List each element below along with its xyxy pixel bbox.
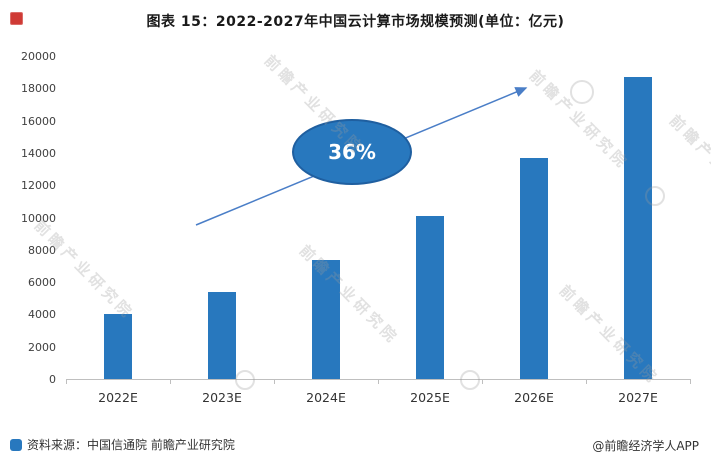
x-axis-tick [482, 379, 483, 384]
source-row: 资料来源：中国信通院 前瞻产业研究院 [10, 436, 235, 453]
x-tick-label: 2024E [306, 390, 346, 405]
bar-2022E [104, 314, 132, 379]
bar-2024E [312, 259, 340, 379]
bar-2025E [416, 215, 444, 379]
growth-annotation-label: 36% [328, 140, 376, 164]
growth-annotation: 36% [292, 119, 412, 185]
report-doc-icon [10, 12, 23, 25]
credit-text: @前瞻经济学人APP [592, 439, 699, 453]
y-tick-label: 8000 [28, 243, 56, 257]
y-tick-label: 0 [49, 373, 56, 386]
x-axis-tick [170, 379, 171, 384]
bar-2027E [624, 77, 652, 379]
x-axis-tick [586, 379, 587, 384]
x-tick-label: 2023E [202, 390, 242, 405]
bar-2026E [520, 157, 548, 379]
x-axis-tick [378, 379, 379, 384]
x-axis-tick [274, 379, 275, 384]
y-tick-label: 10000 [21, 211, 56, 225]
x-axis-tick [690, 379, 691, 384]
y-tick-label: 16000 [21, 114, 56, 128]
x-axis-labels: 2022E 2023E 2024E 2025E 2026E 2027E [66, 390, 690, 408]
x-tick-label: 2022E [98, 390, 138, 405]
plot-area: 36% [66, 57, 691, 384]
y-tick-label: 6000 [28, 276, 56, 290]
x-axis-tick [66, 379, 67, 384]
y-tick-label: 12000 [21, 179, 56, 193]
y-tick-label: 2000 [28, 340, 56, 354]
title-row: 图表 15：2022-2027年中国云计算市场规模预测(单位：亿元) [0, 11, 711, 31]
x-tick-label: 2027E [618, 390, 658, 405]
chart-title: 图表 15：2022-2027年中国云计算市场规模预测(单位：亿元) [146, 14, 565, 30]
bar-2023E [208, 291, 236, 379]
y-tick-label: 18000 [21, 82, 56, 96]
y-tick-label: 20000 [21, 50, 56, 63]
source-logo-icon [10, 438, 22, 451]
trend-arrow [195, 87, 528, 226]
x-tick-label: 2025E [410, 390, 450, 405]
x-tick-label: 2026E [514, 390, 554, 405]
y-tick-label: 14000 [21, 146, 56, 160]
y-tick-label: 4000 [28, 308, 56, 322]
source-text: 资料来源：中国信通院 前瞻产业研究院 [27, 438, 235, 452]
